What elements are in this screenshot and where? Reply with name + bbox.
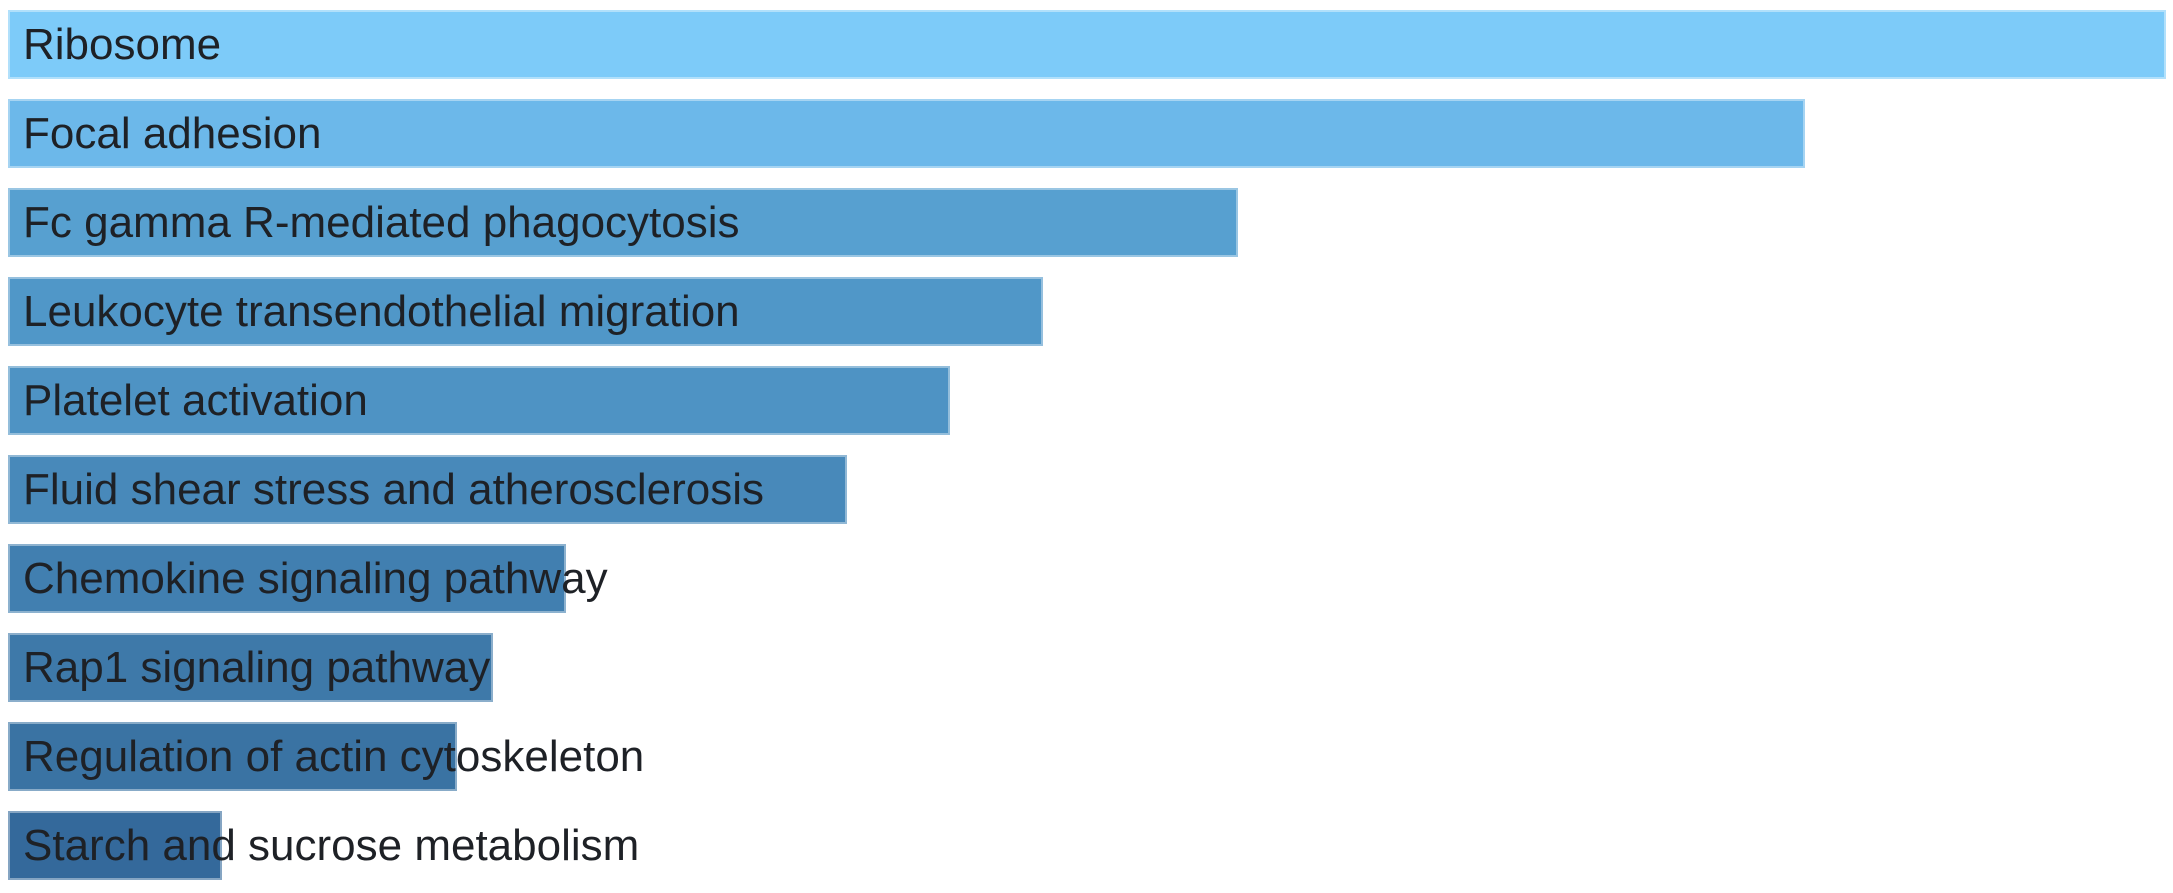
bar-label: Chemokine signaling pathway [23,553,608,603]
bar-label: Regulation of actin cytoskeleton [23,731,645,781]
bar-row: Rap1 signaling pathway [8,633,2173,702]
bar-row: Regulation of actin cytoskeleton [8,722,2173,791]
bar-platelet-activation: Platelet activation [8,366,950,435]
bar-starch-and-sucrose-metabolism: Starch and sucrose metabolism [8,811,639,880]
bar-label: Starch and sucrose metabolism [23,820,640,870]
bar-row: Platelet activation [8,366,2173,435]
bar-label: Rap1 signaling pathway [23,642,491,692]
bar-label: Fluid shear stress and atherosclerosis [23,464,764,514]
bar-leukocyte-transendothelial-migration: Leukocyte transendothelial migration [8,277,1043,346]
bar-ribosome: Ribosome [8,10,2166,79]
bar-row: Focal adhesion [8,99,2173,168]
bar-row: Chemokine signaling pathway [8,544,2173,613]
bar-row: Fc gamma R-mediated phagocytosis [8,188,2173,257]
bar-row: Starch and sucrose metabolism [8,811,2173,880]
bar-label: Leukocyte transendothelial migration [23,286,740,336]
bar-label: Fc gamma R-mediated phagocytosis [23,197,740,247]
bar-fc-gamma-r-mediated-phagocytosis: Fc gamma R-mediated phagocytosis [8,188,1238,257]
bar-chemokine-signaling-pathway: Chemokine signaling pathway [8,544,608,613]
bar-row: Ribosome [8,10,2173,79]
bar-fluid-shear-stress-and-atherosclerosis: Fluid shear stress and atherosclerosis [8,455,847,524]
bar-focal-adhesion: Focal adhesion [8,99,1805,168]
bar-label: Focal adhesion [23,108,322,158]
bar-row: Fluid shear stress and atherosclerosis [8,455,2173,524]
bar-regulation-of-actin-cytoskeleton: Regulation of actin cytoskeleton [8,722,644,791]
bar-rap1-signaling-pathway: Rap1 signaling pathway [8,633,493,702]
bar-label: Ribosome [23,19,222,69]
bar-row: Leukocyte transendothelial migration [8,277,2173,346]
bar-label: Platelet activation [23,375,368,425]
